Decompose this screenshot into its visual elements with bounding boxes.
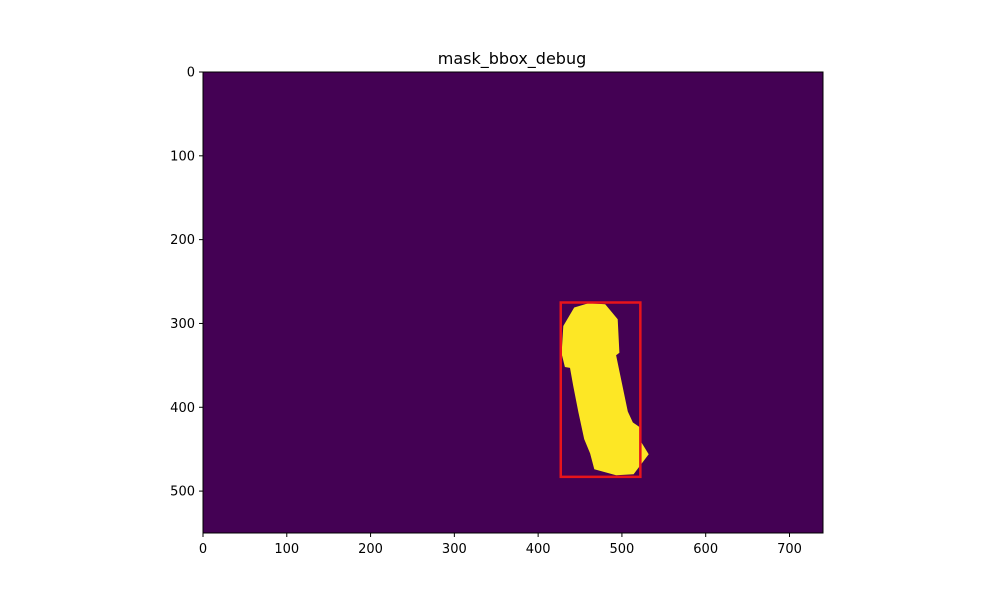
bbox-rectangle bbox=[559, 301, 642, 479]
y-tick-label: 100 bbox=[170, 149, 195, 164]
y-axis: 0 100 200 300 400 500 bbox=[170, 66, 203, 500]
chart-title: mask_bbox_debug bbox=[438, 49, 587, 69]
x-tick-label: 500 bbox=[610, 542, 635, 557]
mask-background bbox=[203, 72, 823, 533]
x-tick-label: 200 bbox=[358, 542, 383, 557]
y-tick-label: 0 bbox=[187, 66, 195, 81]
x-tick-label: 300 bbox=[442, 542, 467, 557]
mask-region bbox=[561, 303, 649, 476]
y-tick-label: 200 bbox=[170, 233, 195, 248]
axes-frame bbox=[202, 71, 824, 534]
x-tick-label: 700 bbox=[777, 542, 802, 557]
plot-area bbox=[202, 71, 824, 534]
x-tick-label: 600 bbox=[693, 542, 718, 557]
x-tick-label: 400 bbox=[526, 542, 551, 557]
y-tick-label: 400 bbox=[170, 401, 195, 416]
x-tick-label: 0 bbox=[199, 542, 207, 557]
x-axis: 0 100 200 300 400 500 600 700 bbox=[199, 533, 802, 557]
y-tick-label: 300 bbox=[170, 317, 195, 332]
x-tick-label: 100 bbox=[274, 542, 299, 557]
y-tick-label: 500 bbox=[170, 485, 195, 500]
